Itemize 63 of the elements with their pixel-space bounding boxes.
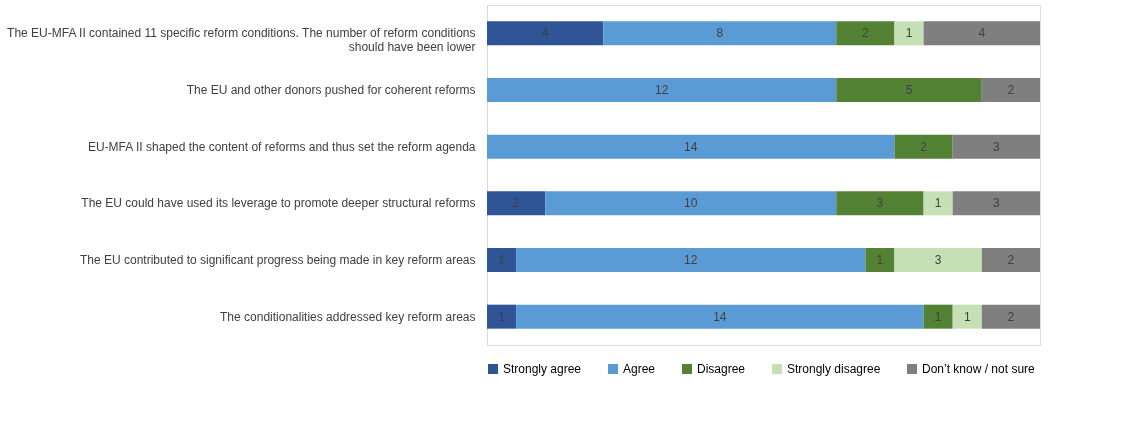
bar [516,248,866,272]
data-label: 8 [716,26,724,41]
data-label: 5 [905,83,913,97]
data-label: 2 [920,139,928,154]
bar [487,134,895,159]
data-label: 1 [498,253,506,267]
bar [545,191,837,216]
legend-label: Strongly agree [503,362,582,376]
y-tick-label: The EU and other donors pushed for coherent reforms [186,83,476,97]
bar [865,248,895,272]
data-label: 14 [684,139,698,154]
data-label: 3 [993,196,1000,211]
data-label: 4 [541,26,549,41]
bar [981,304,1040,329]
bar [952,134,1040,159]
y-tick-label: The EU-MFA II contained 11 specific reform conditions. The number of reform conditions should have been lower [7,26,476,55]
legend-label: Don’t know / not sure [922,362,1036,376]
data-label: 2 [512,196,520,211]
bar [981,248,1040,272]
legend-label: Strongly disagree [787,362,881,376]
legend-label: Agree [623,362,656,376]
data-label: 3 [934,253,942,267]
bar [487,191,546,216]
bar [894,248,982,272]
bar [603,21,837,46]
bar [923,304,953,329]
data-label: 14 [713,309,727,324]
data-label: 3 [876,196,884,211]
legend-label: Disagree [697,362,746,376]
data-label: 1 [498,309,506,324]
data-label: 1 [963,309,971,324]
y-tick-label: EU-MFA II shaped the content of reforms and thus set the reform agenda [87,139,476,154]
bar [923,21,1040,46]
bar [981,78,1040,102]
bar [836,78,982,102]
data-label: 2 [862,26,870,41]
y-tick-label: The EU could have used its leverage to promote deeper structural reforms [81,196,476,211]
bar [952,191,1040,216]
data-label: 3 [993,139,1000,154]
data-label: 2 [1007,309,1015,324]
data-label: 4 [978,26,986,41]
data-label: 1 [876,253,884,267]
data-label: 12 [654,83,669,97]
data-label: 10 [684,196,698,211]
bar [487,21,604,46]
bar [516,304,924,329]
data-label: 12 [684,253,698,267]
data-label: 1 [905,26,913,41]
bar [836,191,924,216]
bar [487,78,837,102]
bar [952,304,982,329]
bar [894,134,953,159]
bar [894,21,924,46]
bar [923,191,953,216]
bar [487,304,517,329]
data-label: 2 [1007,253,1015,267]
data-label: 2 [1007,83,1015,97]
bar [487,248,517,272]
data-label: 1 [934,196,942,211]
bar [836,21,895,46]
y-tick-label: The conditionalities addressed key reform areas [220,309,476,324]
y-tick-label: The EU contributed to significant progress being made in key reform areas [79,253,476,267]
data-label: 1 [934,309,942,324]
